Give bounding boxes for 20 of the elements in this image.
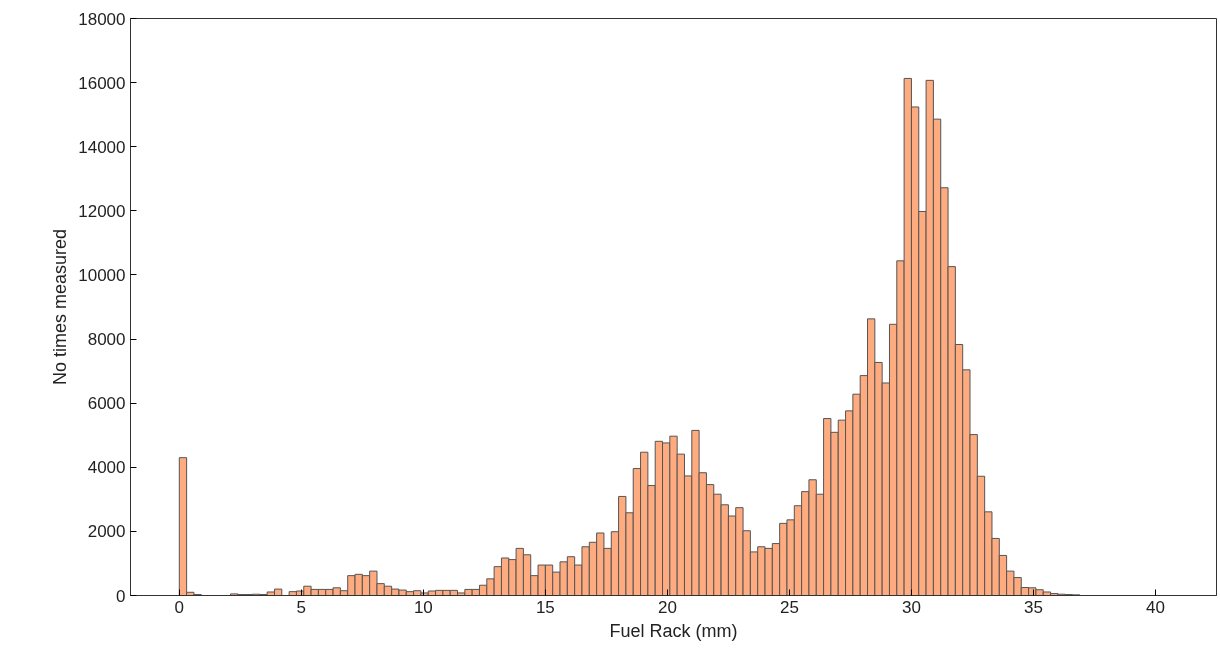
x-tick-label: 10 xyxy=(413,597,433,617)
y-tick-label: 10000 xyxy=(78,265,126,285)
x-tick-label: 0 xyxy=(174,597,185,617)
y-tick-label: 12000 xyxy=(78,201,126,221)
y-tick-label: 8000 xyxy=(87,330,126,350)
x-tick-label: 35 xyxy=(1024,597,1043,617)
x-tick-label: 25 xyxy=(779,597,799,617)
x-tick-label: 5 xyxy=(296,597,307,617)
x-tick-label: 30 xyxy=(901,597,921,617)
y-tick-label: 18000 xyxy=(78,9,126,29)
y-tick-label: 14000 xyxy=(78,137,126,157)
x-tick-label: 15 xyxy=(535,597,555,617)
y-axis-title: No times measured xyxy=(50,228,71,386)
y-tick-label: 2000 xyxy=(87,522,126,542)
y-tick-label: 4000 xyxy=(87,458,126,478)
x-axis-title: Fuel Rack (mm) xyxy=(609,620,738,641)
y-tick-label: 6000 xyxy=(87,394,126,414)
y-tick-label: 16000 xyxy=(78,73,126,93)
x-tick-label: 40 xyxy=(1146,597,1165,617)
x-tick-label: 20 xyxy=(657,597,677,617)
